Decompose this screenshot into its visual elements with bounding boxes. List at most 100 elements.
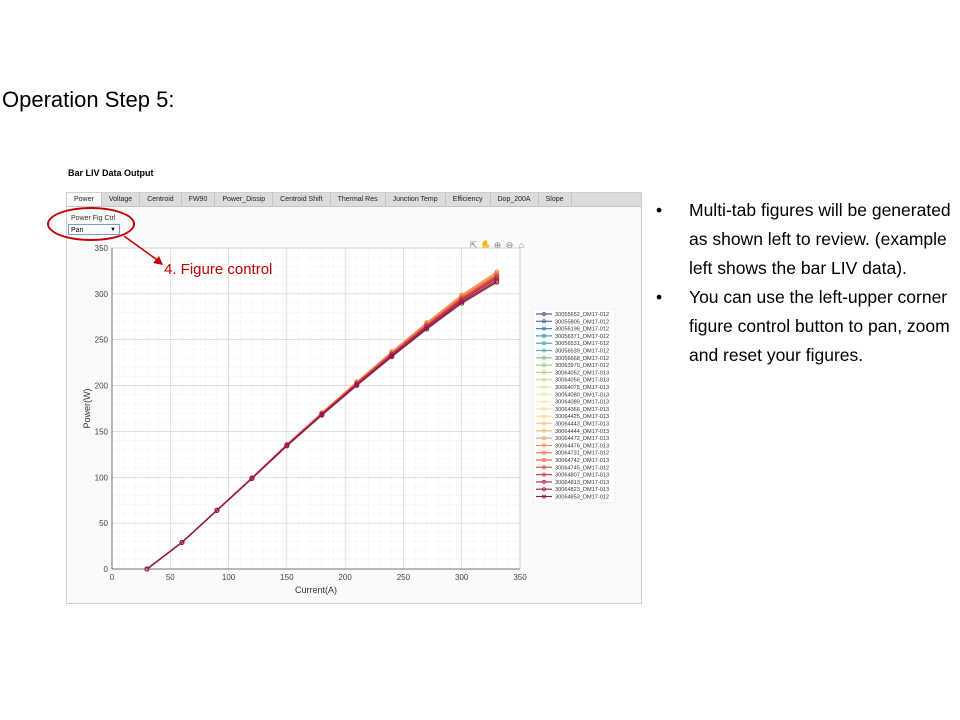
legend-marker xyxy=(541,355,546,360)
data-point xyxy=(494,279,500,285)
y-tick-label: 100 xyxy=(95,473,109,482)
legend-entry: 30064742_DM17-013 xyxy=(555,458,609,464)
legend-marker xyxy=(541,479,546,484)
tab-power[interactable]: Power xyxy=(67,193,102,206)
legend-marker xyxy=(541,487,546,492)
legend-marker xyxy=(541,333,546,338)
data-point xyxy=(459,300,465,306)
legend-marker xyxy=(541,450,546,455)
tab-junction-temp[interactable]: Junction Temp xyxy=(386,193,446,206)
legend-marker xyxy=(541,348,546,353)
y-tick-label: 250 xyxy=(95,336,109,345)
legend-entry: 30056196_DM17-012 xyxy=(555,327,609,333)
data-point xyxy=(284,443,290,449)
legend-marker xyxy=(541,384,546,389)
y-axis-label: Power(W) xyxy=(82,388,92,428)
legend-entry: 30064052_DM17-013 xyxy=(555,370,609,376)
y-tick-label: 0 xyxy=(104,565,109,574)
tab-fw90[interactable]: FW90 xyxy=(182,193,216,206)
legend-entry: 30055652_DM17-012 xyxy=(555,312,609,318)
tab-slope[interactable]: Slope xyxy=(539,193,572,206)
legend-entry: 30056371_DM17-012 xyxy=(555,334,609,340)
legend-marker xyxy=(541,472,546,477)
legend-entry: 30064056_DM17-013 xyxy=(555,378,609,384)
x-axis-label: Current(A) xyxy=(295,585,337,595)
slide-title: Operation Step 5: xyxy=(2,87,175,112)
legend-entry: 30056668_DM17-012 xyxy=(555,356,609,362)
x-tick-label: 0 xyxy=(110,573,115,582)
legend-entry: 30056531_DM17-012 xyxy=(555,341,609,347)
x-tick-label: 150 xyxy=(280,573,294,582)
y-tick-label: 200 xyxy=(95,382,109,391)
legend-entry: 30064075_DM17-013 xyxy=(555,385,609,391)
app-title: Bar LIV Data Output xyxy=(68,168,154,178)
legend-entry: 30056539_DM17-012 xyxy=(555,349,609,355)
zoom-out-icon[interactable]: ⊖ xyxy=(505,240,514,250)
bullet-item: • Multi-tab figures will be generated as… xyxy=(656,196,951,283)
tab-centroid[interactable]: Centroid xyxy=(140,193,182,206)
legend-marker xyxy=(541,370,546,375)
legend-entry: 30064366_DM17-013 xyxy=(555,407,609,413)
data-point xyxy=(354,382,360,388)
bullet-text: Multi-tab figures will be generated as s… xyxy=(689,200,951,278)
legend-entry: 30064444_DM17-013 xyxy=(555,429,609,435)
plot-area xyxy=(111,247,521,570)
bullet-dot: • xyxy=(656,287,663,307)
legend-entry: 30064080_DM17-013 xyxy=(555,392,609,398)
legend-entry: 30064807_DM17-013 xyxy=(555,473,609,479)
tab-thermal-res[interactable]: Thermal Res xyxy=(331,193,386,206)
data-point xyxy=(249,476,255,482)
data-point xyxy=(389,354,395,360)
legend-marker xyxy=(541,363,546,368)
x-tick-label: 350 xyxy=(513,573,527,582)
y-tick-label: 150 xyxy=(95,427,109,436)
data-point xyxy=(214,508,220,513)
legend-marker xyxy=(541,319,546,324)
x-tick-label: 50 xyxy=(166,573,175,582)
legend-entry: 30063970_DM17-012 xyxy=(555,363,609,369)
legend-marker xyxy=(541,414,546,419)
legend-box xyxy=(532,308,616,504)
tab-bar: Power Voltage Centroid FW90 Power_Dissip… xyxy=(67,193,641,207)
legend-marker xyxy=(541,443,546,448)
legend-entry: 30064853_DM17-012 xyxy=(555,495,609,501)
x-tick-label: 100 xyxy=(222,573,236,582)
tab-efficiency[interactable]: Efficiency xyxy=(446,193,491,206)
legend-entry: 30064425_DM17-013 xyxy=(555,414,609,420)
export-icon[interactable]: ⇱ xyxy=(469,240,478,250)
power-chart: 0 50 100 150 200 250 300 350 0 50 100 150 200 250 300 3… xyxy=(82,244,616,595)
legend-marker xyxy=(541,421,546,426)
annotation-arrow xyxy=(123,235,163,265)
legend-marker xyxy=(541,377,546,382)
legend-entry: 30064476_DM17-013 xyxy=(555,443,609,449)
legend-marker xyxy=(541,465,546,470)
legend-entry: 30064731_DM17-012 xyxy=(555,451,609,457)
y-tick-label: 50 xyxy=(99,519,108,528)
data-point xyxy=(424,326,430,332)
x-tick-label: 300 xyxy=(455,573,469,582)
pan-hand-icon[interactable]: ✋ xyxy=(480,240,492,250)
legend-marker xyxy=(541,399,546,404)
legend-entry: 30064472_DM17-013 xyxy=(555,436,609,442)
series-line xyxy=(146,281,497,570)
bullet-item: • You can use the left-upper corner figu… xyxy=(656,283,951,370)
bullet-text: You can use the left-upper corner figure… xyxy=(689,287,950,365)
legend-marker xyxy=(541,341,546,346)
tab-centroid-shift[interactable]: Centroid Shift xyxy=(273,193,331,206)
y-tick-label: 350 xyxy=(95,244,109,253)
home-icon[interactable]: ⌂ xyxy=(518,240,525,250)
legend-marker xyxy=(541,392,546,397)
legend-entry: 30064813_DM17-013 xyxy=(555,480,609,486)
bullet-dot: • xyxy=(656,200,663,220)
legend-marker xyxy=(541,326,546,331)
tab-power-dissip[interactable]: Power_Dissip xyxy=(215,193,274,206)
legend-marker xyxy=(541,312,546,317)
tab-dop-200a[interactable]: Dop_200A xyxy=(491,193,539,206)
legend-entry: 30064823_DM17-013 xyxy=(555,487,609,493)
tab-voltage[interactable]: Voltage xyxy=(102,193,141,206)
annotation-ellipse xyxy=(47,207,135,241)
zoom-in-icon[interactable]: ⊕ xyxy=(493,240,502,250)
legend-entry: 30064089_DM17-013 xyxy=(555,400,609,406)
x-tick-label: 250 xyxy=(397,573,411,582)
legend-marker xyxy=(541,494,546,499)
